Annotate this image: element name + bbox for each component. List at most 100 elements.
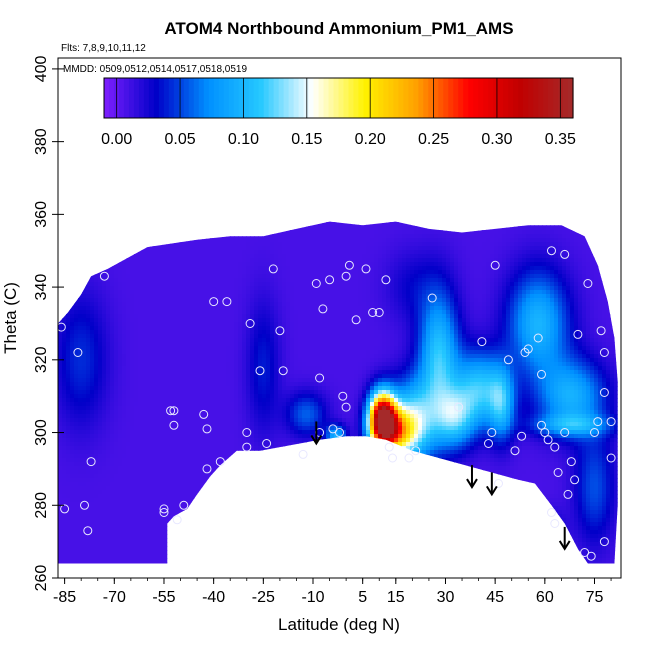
heat-cell: [518, 174, 523, 179]
heat-cell: [522, 130, 527, 135]
heat-cell: [262, 142, 267, 147]
heat-cell: [86, 170, 91, 175]
heat-cell: [178, 158, 183, 163]
heat-cell: [574, 110, 579, 115]
heat-cell: [66, 82, 71, 87]
heat-cell: [150, 118, 155, 123]
heat-cell: [202, 126, 207, 131]
heat-cell: [446, 70, 451, 75]
heat-cell: [602, 94, 607, 99]
heat-cell: [154, 58, 159, 63]
heat-cell: [78, 86, 83, 91]
heat-cell: [530, 66, 535, 71]
heat-cell: [470, 170, 475, 175]
heat-cell: [86, 82, 91, 87]
heat-cell: [162, 186, 167, 191]
heat-cell: [418, 66, 423, 71]
heat-cell: [222, 190, 227, 195]
heat-cell: [386, 154, 391, 159]
heat-cell: [198, 158, 203, 163]
heat-cell: [574, 106, 579, 111]
heat-cell: [562, 178, 567, 183]
heat-cell: [94, 110, 99, 115]
heat-cell: [302, 154, 307, 159]
heat-cell: [546, 70, 551, 75]
heat-cell: [230, 198, 235, 203]
heat-cell: [610, 174, 615, 179]
heat-cell: [106, 158, 111, 163]
heat-cell: [610, 74, 615, 79]
heat-cell: [190, 150, 195, 155]
heat-cell: [294, 118, 299, 123]
heat-cell: [266, 126, 271, 131]
heat-cell: [534, 62, 539, 67]
heat-cell: [570, 70, 575, 75]
heat-cell: [94, 134, 99, 139]
heat-cell: [342, 158, 347, 163]
heat-cell: [318, 66, 323, 71]
heat-cell: [474, 182, 479, 187]
heat-cell: [382, 166, 387, 171]
heat-cell: [318, 174, 323, 179]
heat-cell: [82, 122, 87, 127]
heat-cell: [282, 190, 287, 195]
heat-cell: [322, 126, 327, 131]
heat-cell: [246, 170, 251, 175]
heat-cell: [222, 182, 227, 187]
heat-cell: [258, 174, 263, 179]
heat-cell: [550, 150, 555, 155]
heat-cell: [430, 190, 435, 195]
heat-cell: [374, 150, 379, 155]
heat-cell: [174, 198, 179, 203]
heat-cell: [290, 194, 295, 199]
heat-cell: [470, 162, 475, 167]
heat-cell: [294, 166, 299, 171]
heat-cell: [378, 170, 383, 175]
heat-cell: [354, 170, 359, 175]
heat-cell: [294, 198, 299, 203]
heat-cell: [118, 178, 123, 183]
heat-cell: [398, 150, 403, 155]
heat-cell: [402, 134, 407, 139]
heat-cell: [598, 82, 603, 87]
heat-cell: [586, 186, 591, 191]
heat-cell: [598, 78, 603, 83]
heat-cell: [222, 154, 227, 159]
heat-cell: [574, 182, 579, 187]
heat-cell: [402, 126, 407, 131]
heat-cell: [538, 162, 543, 167]
heat-cell: [322, 178, 327, 183]
heat-cell: [490, 122, 495, 127]
heat-cell: [618, 194, 623, 199]
heat-cell: [278, 130, 283, 135]
heat-cell: [298, 166, 303, 171]
heat-cell: [594, 118, 599, 123]
heat-cell: [530, 58, 535, 63]
heat-cell: [482, 66, 487, 71]
heat-cell: [254, 170, 259, 175]
heat-cell: [174, 166, 179, 171]
heat-cell: [258, 166, 263, 171]
heat-cell: [558, 190, 563, 195]
heat-cell: [482, 178, 487, 183]
heat-cell: [482, 162, 487, 167]
heat-cell: [426, 70, 431, 75]
heat-cell: [618, 102, 623, 107]
heat-cell: [62, 166, 67, 171]
heat-cell: [578, 62, 583, 67]
heat-cell: [502, 158, 507, 163]
heat-cell: [494, 174, 499, 179]
heat-cell: [590, 86, 595, 91]
heat-cell: [522, 134, 527, 139]
heat-cell: [286, 58, 291, 63]
heat-cell: [262, 66, 267, 71]
heat-cell: [74, 174, 79, 179]
heat-cell: [526, 190, 531, 195]
heat-cell: [286, 198, 291, 203]
heat-cell: [94, 114, 99, 119]
heat-cell: [454, 62, 459, 67]
heat-cell: [86, 190, 91, 195]
heat-cell: [322, 154, 327, 159]
heat-cell: [518, 70, 523, 75]
heat-cell: [270, 126, 275, 131]
